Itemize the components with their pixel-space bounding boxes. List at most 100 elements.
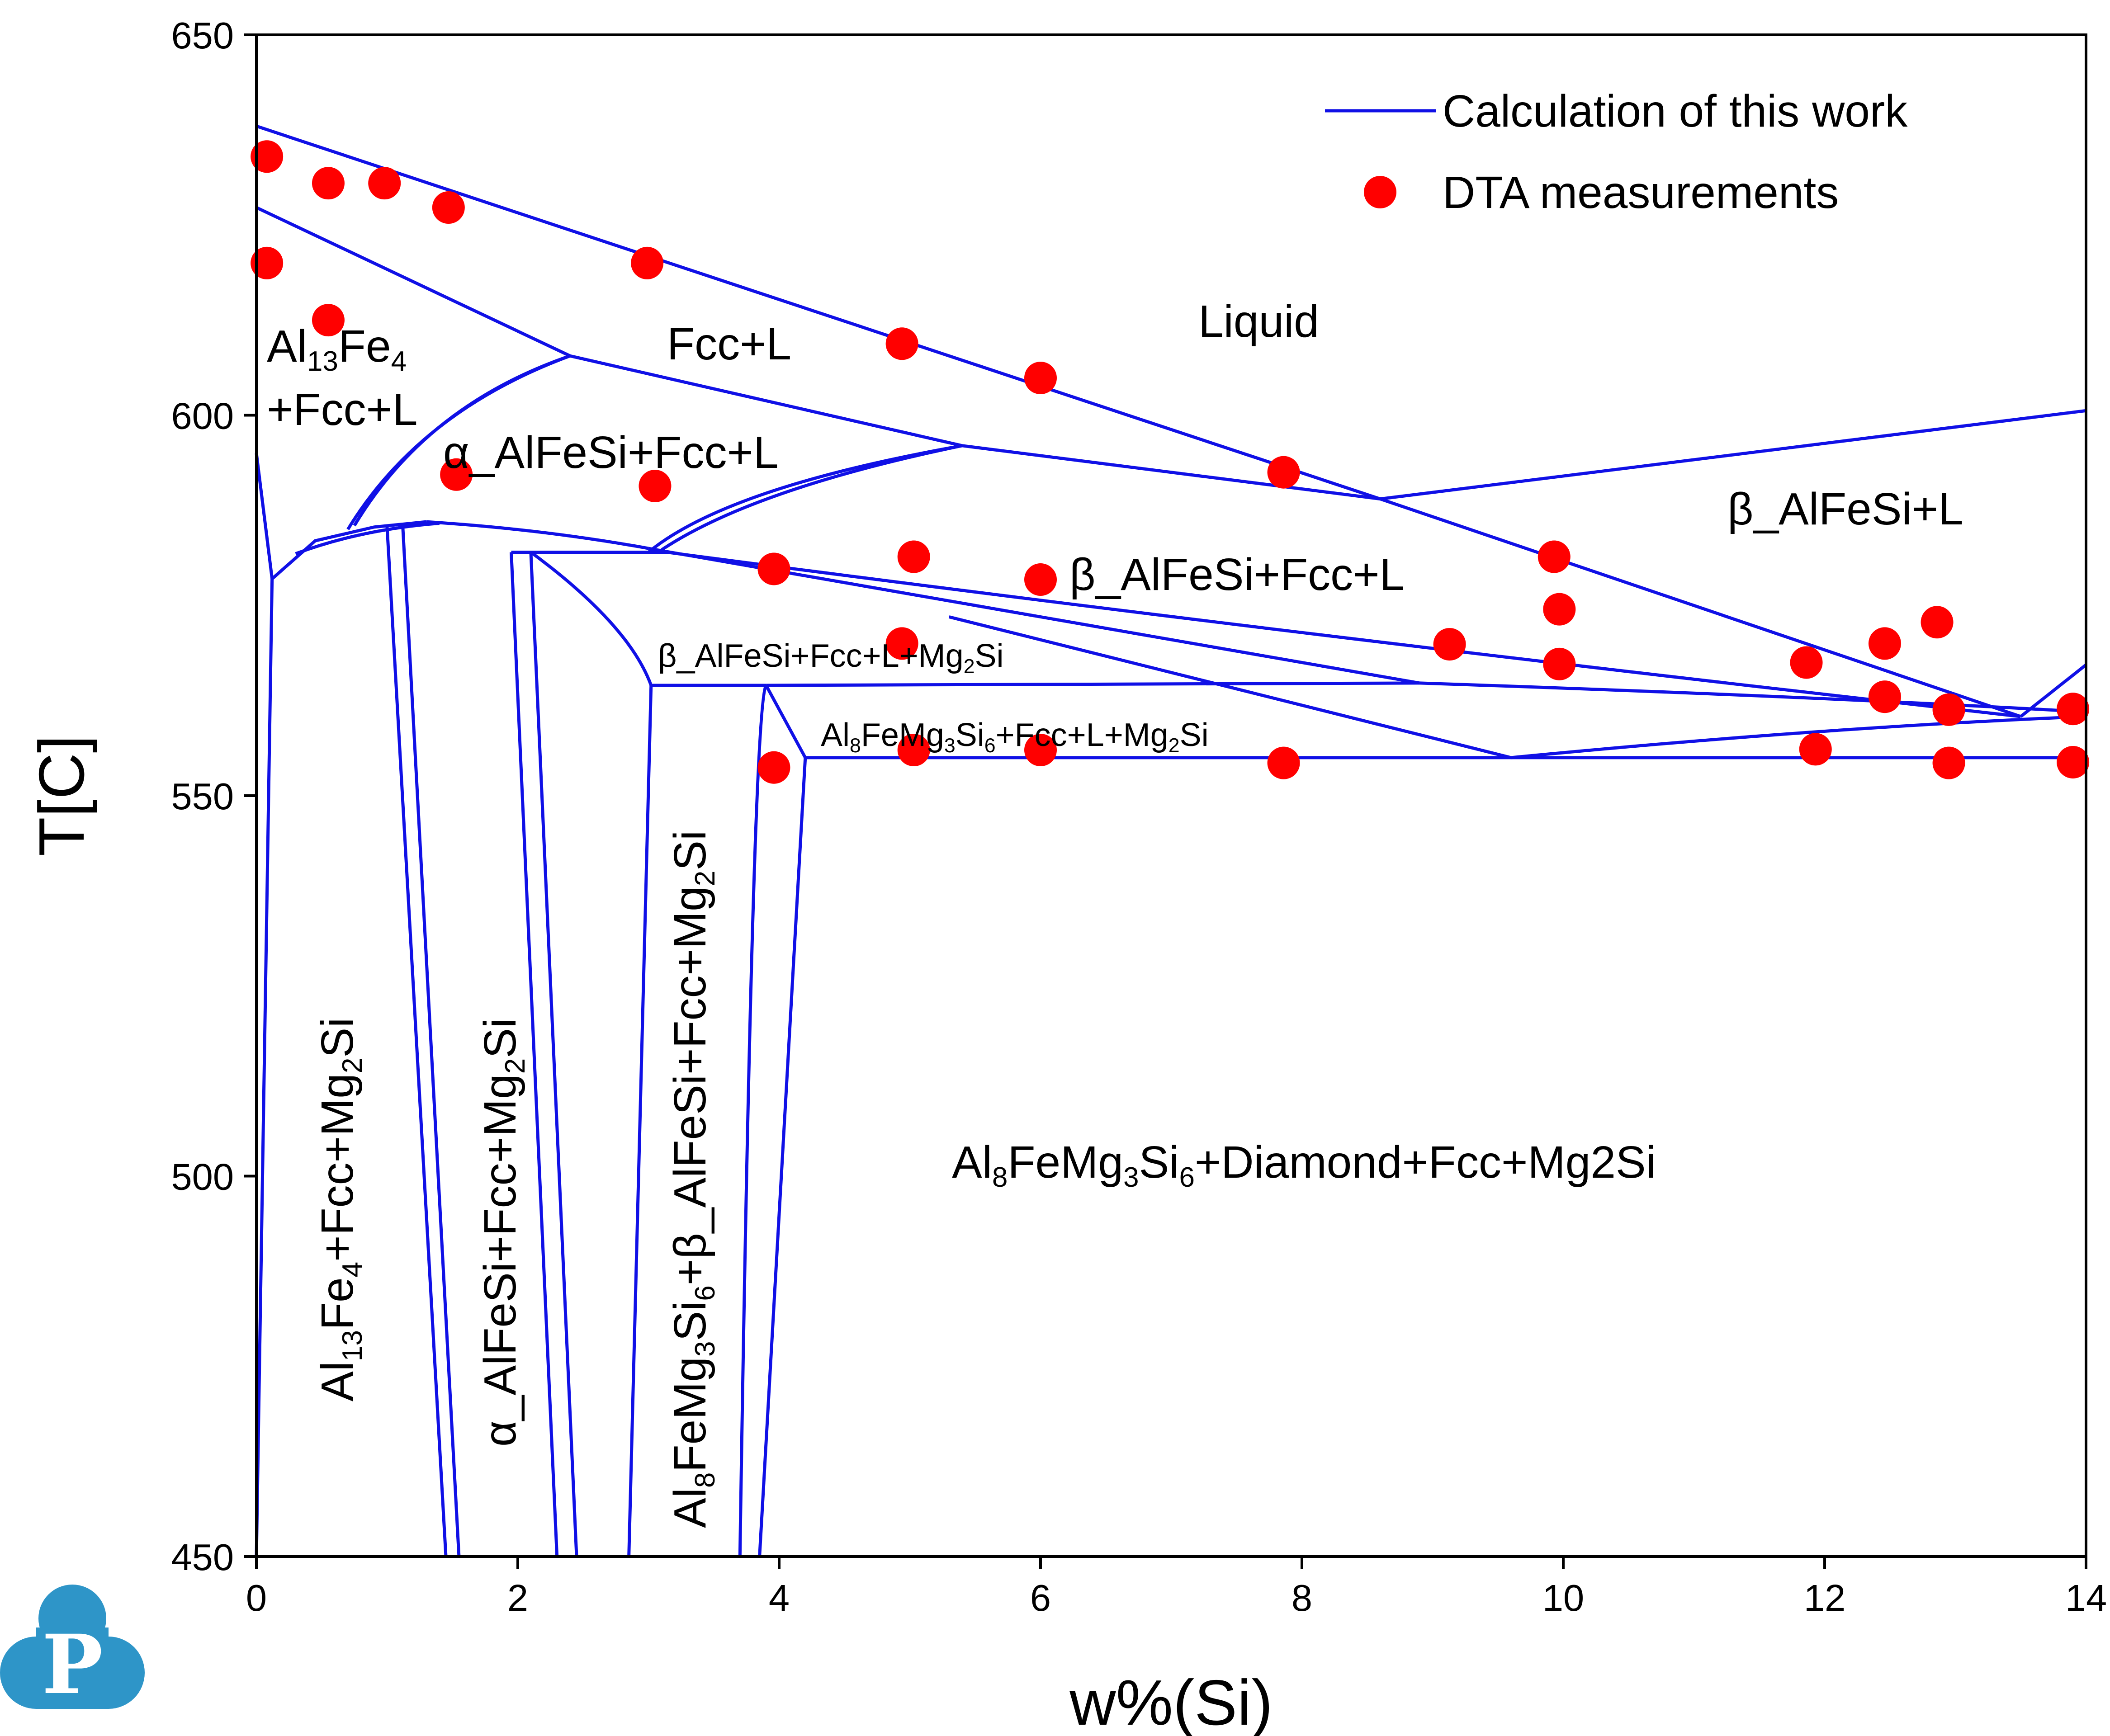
dta-point-30 [1799, 733, 1832, 766]
calc-line-segment-22 [510, 552, 559, 1557]
al8-part-a: Al [821, 717, 850, 753]
dta-point-22 [1921, 606, 1954, 639]
dta-point-28 [1024, 734, 1057, 767]
y-tick-label-650: 650 [171, 14, 234, 57]
dta-point-1 [312, 167, 345, 200]
al8-sub2: 3 [944, 735, 956, 757]
region-label-liquid: Liquid [1198, 296, 1319, 347]
dta-point-10 [440, 458, 473, 491]
v1-part-c: +Fcc+Mg [312, 1073, 363, 1262]
bottom-part-d: +Diamond+Fcc+Mg2Si [1195, 1137, 1656, 1188]
bottom-sub2: 3 [1123, 1162, 1139, 1193]
dta-point-32 [2057, 745, 2090, 778]
calc-line-segment-32 [1511, 715, 2086, 760]
al13-part-a-sub: 13 [307, 346, 338, 377]
dta-point-29 [1267, 746, 1300, 779]
v2-part-b: Si [475, 1018, 525, 1058]
beta-mg2si-part-b: Si [975, 638, 1004, 674]
v3-part-b: FeMg [665, 1357, 715, 1472]
bottom-part-a: Al [952, 1137, 992, 1188]
calc-line-segment-9 [647, 444, 963, 554]
al8-sub3: 6 [984, 735, 996, 757]
al13-part-b-sub: 4 [391, 346, 407, 377]
dta-point-12 [757, 552, 790, 585]
calc-line-segment-29 [401, 526, 461, 1557]
dta-point-15 [1538, 540, 1571, 573]
plot-frame [255, 33, 2087, 1558]
calc-line-segment-21 [766, 681, 1420, 687]
v1-sub1: 13 [337, 1330, 368, 1361]
x-tick-label-2: 2 [507, 1577, 528, 1619]
dta-point-17 [885, 627, 918, 660]
al8-part-b: FeMg [861, 717, 944, 753]
al8-part-c: Si [956, 717, 984, 753]
v3-sub1: 8 [690, 1472, 721, 1488]
dta-point-26 [757, 751, 790, 784]
region-label-fcc-l: Fcc+L [667, 319, 791, 369]
y-tick-label-550: 550 [171, 775, 234, 817]
dta-points [251, 140, 2090, 784]
v2-part-a: α_AlFeSi+Fcc+Mg [475, 1074, 525, 1447]
calc-line-segment-24 [627, 685, 653, 1557]
dta-point-3 [432, 191, 465, 224]
legend: Calculation of this work DTA measurement… [1325, 86, 1908, 218]
region-label-al8femg3si6-fcc-l-mg2si: Al8FeMg3Si6+Fcc+L+Mg2Si [821, 717, 1209, 757]
dta-point-8 [1024, 362, 1057, 395]
dta-point-25 [2057, 693, 2090, 726]
calc-line-segment-11 [255, 453, 274, 579]
region-label-alpha-fcc-mg2si: α_AlFeSi+Fcc+Mg2Si [475, 1018, 531, 1447]
v1-sub3: 2 [337, 1058, 368, 1073]
calc-line-segment-27 [758, 757, 807, 1557]
dta-point-14 [1024, 563, 1057, 596]
dta-point-2 [368, 167, 401, 200]
v1-part-a: Al [312, 1361, 363, 1401]
v3-part-c: Si [665, 1301, 715, 1341]
v1-sub2: 4 [337, 1262, 368, 1277]
calc-line-segment-10 [660, 444, 963, 552]
logo-letter: P [42, 1617, 103, 1712]
dta-point-7 [885, 327, 918, 360]
calculation-lines [255, 124, 2087, 1557]
calc-line-segment-5 [569, 354, 963, 448]
calc-line-segment-23 [529, 552, 578, 1557]
region-label-al13fe4-fcc-l-line2: +Fcc+L [267, 384, 418, 435]
calc-line-segment-17 [1419, 681, 2086, 714]
al8-sub1: 8 [850, 735, 861, 757]
bottom-sub3: 6 [1179, 1162, 1194, 1193]
dta-point-31 [1932, 746, 1965, 779]
beta-mg2si-sub: 2 [964, 656, 975, 678]
y-axis-label: T[C] [26, 735, 98, 856]
dta-point-5 [312, 304, 345, 337]
dta-point-13 [897, 540, 930, 573]
region-label-beta-fcc-l: β_AlFeSi+Fcc+L [1069, 549, 1405, 600]
dta-point-6 [631, 246, 664, 279]
x-axis-label: w%(Si) [1069, 1667, 1273, 1736]
y-tick-label-450: 450 [171, 1536, 234, 1578]
calc-line-segment-26 [765, 684, 807, 759]
dta-point-11 [639, 470, 672, 503]
y-tick-label-600: 600 [171, 395, 234, 437]
calc-line-segment-33 [654, 549, 2021, 718]
legend-calculation-label: Calculation of this work [1443, 86, 1908, 137]
y-tick-label-500: 500 [171, 1156, 234, 1198]
bottom-sub1: 8 [992, 1162, 1008, 1193]
calc-line-segment-4 [255, 206, 571, 358]
calc-line-segment-3 [1380, 409, 2086, 501]
region-label-al13fe4-fcc-l: Al13Fe4 [267, 321, 407, 377]
calc-line-segment-13 [271, 520, 427, 580]
calc-line-segment-25 [738, 684, 768, 1557]
v3-sub4: 2 [690, 871, 721, 886]
calc-line-segment-31 [948, 615, 1512, 760]
calc-line-segment-8 [353, 354, 571, 527]
calc-line-segment-1 [1380, 497, 2021, 718]
v3-part-d: +β_AlFeSi+Fcc+Mg [665, 886, 715, 1285]
region-label-beta-l: β_AlFeSi+L [1727, 484, 1963, 534]
x-axis-ticks: 0 2 4 6 8 10 12 14 [246, 1557, 2107, 1619]
dta-point-21 [1868, 627, 1901, 660]
v3-part-a: Al [665, 1488, 715, 1528]
pandat-logo: P [0, 1585, 145, 1712]
region-label-alpha-fcc-l: α_AlFeSi+Fcc+L [443, 427, 778, 478]
bottom-part-b: FeMg [1008, 1137, 1123, 1188]
legend-point-swatch [1364, 176, 1396, 208]
al13-part-b: Fe [338, 321, 391, 372]
